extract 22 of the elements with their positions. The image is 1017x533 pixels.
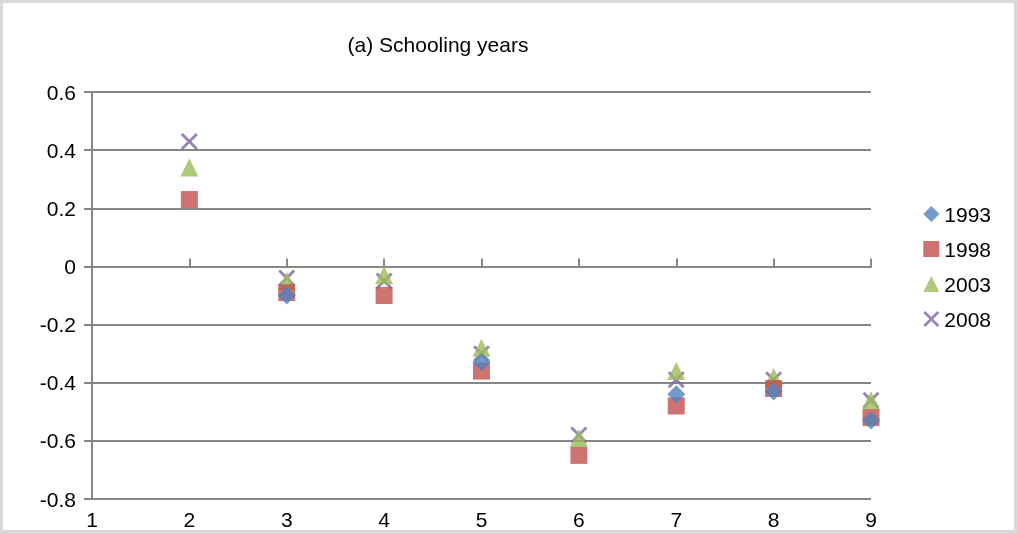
y-tick-label: -0.4: [39, 371, 77, 395]
y-tick-label: 0.6: [46, 80, 76, 104]
x-tick-label: 6: [573, 508, 585, 531]
y-tick-label: 0.4: [46, 138, 77, 162]
x-tick-label: 1: [86, 508, 98, 531]
x-tick-label: 8: [767, 508, 780, 531]
x-tick-label: 5: [475, 508, 488, 531]
legend-label: 2008: [944, 307, 991, 331]
y-tick-label: 0.2: [46, 196, 76, 220]
x-tick-label: 9: [865, 508, 877, 531]
chart-title: (a) Schooling years: [347, 33, 529, 56]
x-tick-label: 7: [670, 508, 683, 531]
x-tick-label: 3: [280, 508, 293, 531]
legend-label: 2003: [944, 272, 991, 296]
x-tick-label: 4: [378, 508, 391, 531]
legend-label: 1998: [944, 237, 991, 261]
y-tick-label: -0.6: [39, 429, 76, 453]
y-tick-label: 0: [64, 254, 76, 278]
x-tick-label: 2: [183, 508, 196, 531]
y-tick-label: -0.8: [39, 487, 76, 511]
y-tick-label: -0.2: [39, 313, 76, 337]
legend-label: 1993: [944, 202, 991, 226]
